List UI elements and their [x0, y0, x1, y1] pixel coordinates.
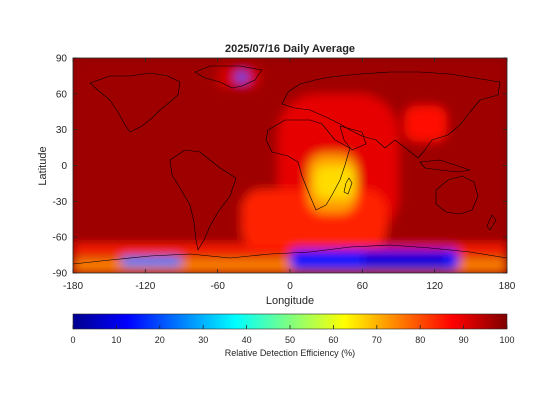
- y-tick-label: 0: [61, 161, 67, 172]
- colorbar-tick-label: 90: [459, 335, 469, 345]
- x-tick-label: -120: [135, 281, 155, 292]
- efficiency-regions: [73, 58, 507, 273]
- y-axis: 90 60 30 0 -30 -60 -90: [53, 54, 507, 280]
- y-tick-label: -30: [53, 197, 68, 208]
- coastline-north-america: [89, 72, 181, 133]
- coastline-south-america: [169, 149, 237, 251]
- coastline-madagascar: [343, 177, 353, 195]
- x-tick-label: 180: [499, 281, 516, 292]
- y-tick-label: -90: [53, 269, 68, 280]
- y-tick-label: 90: [56, 54, 68, 65]
- x-tick-label: 60: [357, 281, 369, 292]
- coastline-antarctica: [73, 244, 507, 265]
- y-axis-label: Latitude: [37, 146, 49, 185]
- coastline-greenland: [194, 65, 263, 89]
- y-tick-label: 30: [56, 125, 68, 136]
- colorbar-tick-label: 60: [328, 335, 338, 345]
- coastline-africa: [265, 119, 351, 211]
- x-tick-label: -60: [210, 281, 225, 292]
- coastline-eurasia: [281, 71, 501, 159]
- colorbar-tick-label: 50: [285, 335, 295, 345]
- efficiency-region: [235, 72, 248, 82]
- x-axis-label: Longitude: [266, 295, 314, 307]
- colorbar-tick-label: 100: [499, 335, 514, 345]
- x-axis: -180 -120 -60 0 60 120 180: [63, 58, 516, 292]
- x-tick-label: -180: [63, 281, 83, 292]
- colorbar-ticks: 0 10 20 30 40 50 60 70 80 90 100: [70, 325, 515, 345]
- colorbar-label: Relative Detection Efficiency (%): [225, 348, 355, 358]
- coastlines: [73, 65, 507, 265]
- efficiency-region: [314, 165, 357, 199]
- x-tick-label: 0: [287, 281, 293, 292]
- x-tick-label: 120: [426, 281, 443, 292]
- colorbar-tick-label: 0: [70, 335, 75, 345]
- coastline-new-zealand: [486, 214, 497, 231]
- colorbar-tick-label: 80: [415, 335, 425, 345]
- coastline-arabia: [339, 125, 367, 151]
- colorbar-tick-label: 40: [242, 335, 252, 345]
- chart-title: 2025/07/16 Daily Average: [225, 43, 355, 55]
- colorbar-tick-label: 30: [198, 335, 208, 345]
- colorbar-tick-label: 70: [372, 335, 382, 345]
- efficiency-region: [362, 251, 447, 269]
- y-tick-label: -60: [53, 233, 68, 244]
- map-area: [73, 58, 507, 273]
- coastline-indonesia: [419, 159, 471, 173]
- colorbar: 0 10 20 30 40 50 60 70 80 90 100 Relative Detectio…: [70, 313, 515, 358]
- efficiency-region: [404, 105, 447, 142]
- coastline-australia: [435, 175, 479, 215]
- y-tick-label: 60: [56, 89, 68, 100]
- efficiency-region: [121, 256, 182, 268]
- colorbar-tick-label: 20: [155, 335, 165, 345]
- colorbar-tick-label: 10: [111, 335, 121, 345]
